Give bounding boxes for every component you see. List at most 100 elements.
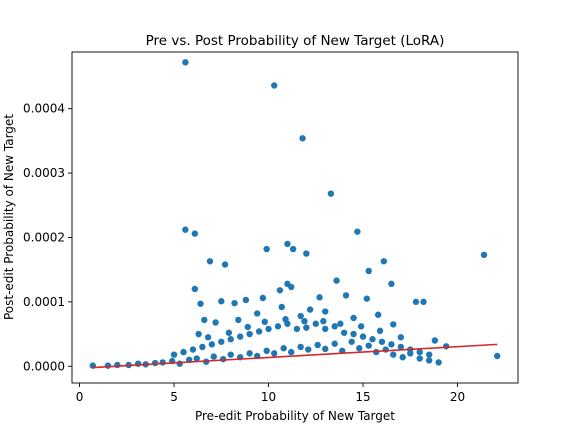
data-point xyxy=(425,351,433,358)
trend-layer xyxy=(92,343,498,369)
data-point xyxy=(182,226,189,233)
data-point xyxy=(305,346,312,353)
x-tick-label: 20 xyxy=(450,390,465,404)
data-point xyxy=(284,240,291,248)
data-point xyxy=(180,348,187,356)
data-point xyxy=(278,303,285,311)
data-point xyxy=(425,357,433,364)
data-point xyxy=(327,190,335,197)
data-point xyxy=(265,325,272,333)
data-point xyxy=(191,285,199,293)
data-point xyxy=(210,353,217,360)
data-point xyxy=(227,336,234,343)
data-point xyxy=(159,359,166,366)
data-point xyxy=(322,308,329,315)
data-point xyxy=(288,348,295,356)
data-point xyxy=(225,329,233,336)
data-point xyxy=(382,346,389,353)
data-point xyxy=(151,359,159,367)
data-point xyxy=(197,300,204,307)
y-tick-label: 0.0004 xyxy=(23,102,65,116)
data-point xyxy=(104,362,112,369)
data-point xyxy=(297,312,304,320)
data-point xyxy=(350,330,357,338)
x-tick-label: 15 xyxy=(355,390,370,404)
y-axis-label: Post-edit Probability of New Target xyxy=(2,114,16,320)
data-point xyxy=(303,250,310,257)
data-point xyxy=(322,345,329,353)
data-point xyxy=(365,342,372,349)
data-point xyxy=(259,294,267,302)
y-tick-label: 0.0002 xyxy=(23,230,65,244)
data-point xyxy=(235,316,242,324)
data-point xyxy=(301,317,308,325)
points-layer xyxy=(89,59,501,369)
data-point xyxy=(390,351,397,358)
data-point xyxy=(218,338,225,345)
data-point xyxy=(282,316,289,323)
data-point xyxy=(221,261,229,268)
data-point xyxy=(416,348,423,356)
data-point xyxy=(320,317,327,325)
data-point xyxy=(261,318,268,326)
data-point xyxy=(357,323,365,330)
data-point xyxy=(303,324,310,331)
data-point xyxy=(134,360,142,367)
data-point xyxy=(271,350,278,357)
data-point xyxy=(189,346,197,353)
data-point xyxy=(340,329,348,336)
data-point xyxy=(274,323,282,330)
data-point xyxy=(378,338,386,345)
data-point xyxy=(442,343,450,350)
data-point xyxy=(263,347,270,355)
data-point xyxy=(376,327,384,335)
data-point xyxy=(480,251,488,259)
data-point xyxy=(206,258,214,265)
x-tick-label: 10 xyxy=(261,390,276,404)
chart-title: Pre vs. Post Probability of New Target (… xyxy=(146,33,445,49)
data-point xyxy=(193,355,200,362)
y-tick-label: 0.0003 xyxy=(23,166,65,180)
data-point xyxy=(397,334,405,341)
plot-frame xyxy=(71,51,519,384)
data-point xyxy=(331,323,338,330)
data-point xyxy=(231,299,238,307)
data-point xyxy=(263,245,270,253)
data-point xyxy=(435,359,442,366)
data-point xyxy=(199,343,206,351)
data-point xyxy=(356,345,363,352)
data-point xyxy=(337,320,344,327)
data-point xyxy=(208,341,216,348)
data-point xyxy=(350,314,357,322)
data-point xyxy=(348,338,355,345)
data-point xyxy=(176,360,183,367)
data-point xyxy=(388,341,395,348)
data-point xyxy=(314,341,321,349)
y-tick-label: 0.0000 xyxy=(23,359,65,373)
data-point xyxy=(204,334,212,341)
y-axis: 0.0000 0.0001 0.0002 0.0003 0.0004 xyxy=(23,102,72,373)
data-point xyxy=(271,82,278,89)
data-point xyxy=(333,277,340,284)
data-point xyxy=(195,330,202,338)
data-point xyxy=(182,59,189,66)
data-point xyxy=(390,321,397,328)
data-point xyxy=(416,355,423,362)
data-point xyxy=(114,361,121,369)
data-point xyxy=(212,319,219,326)
data-point xyxy=(494,352,501,360)
data-point xyxy=(218,298,225,305)
data-point xyxy=(297,343,304,351)
data-point xyxy=(359,333,367,340)
data-point xyxy=(316,294,323,301)
data-point xyxy=(342,292,350,299)
data-point xyxy=(369,336,376,343)
data-point xyxy=(170,351,178,358)
x-axis-label: Pre-edit Probability of New Target xyxy=(195,409,395,423)
data-point xyxy=(299,135,306,142)
data-point xyxy=(374,311,382,318)
data-point xyxy=(397,343,405,351)
data-point xyxy=(254,310,261,317)
data-point xyxy=(306,306,314,313)
